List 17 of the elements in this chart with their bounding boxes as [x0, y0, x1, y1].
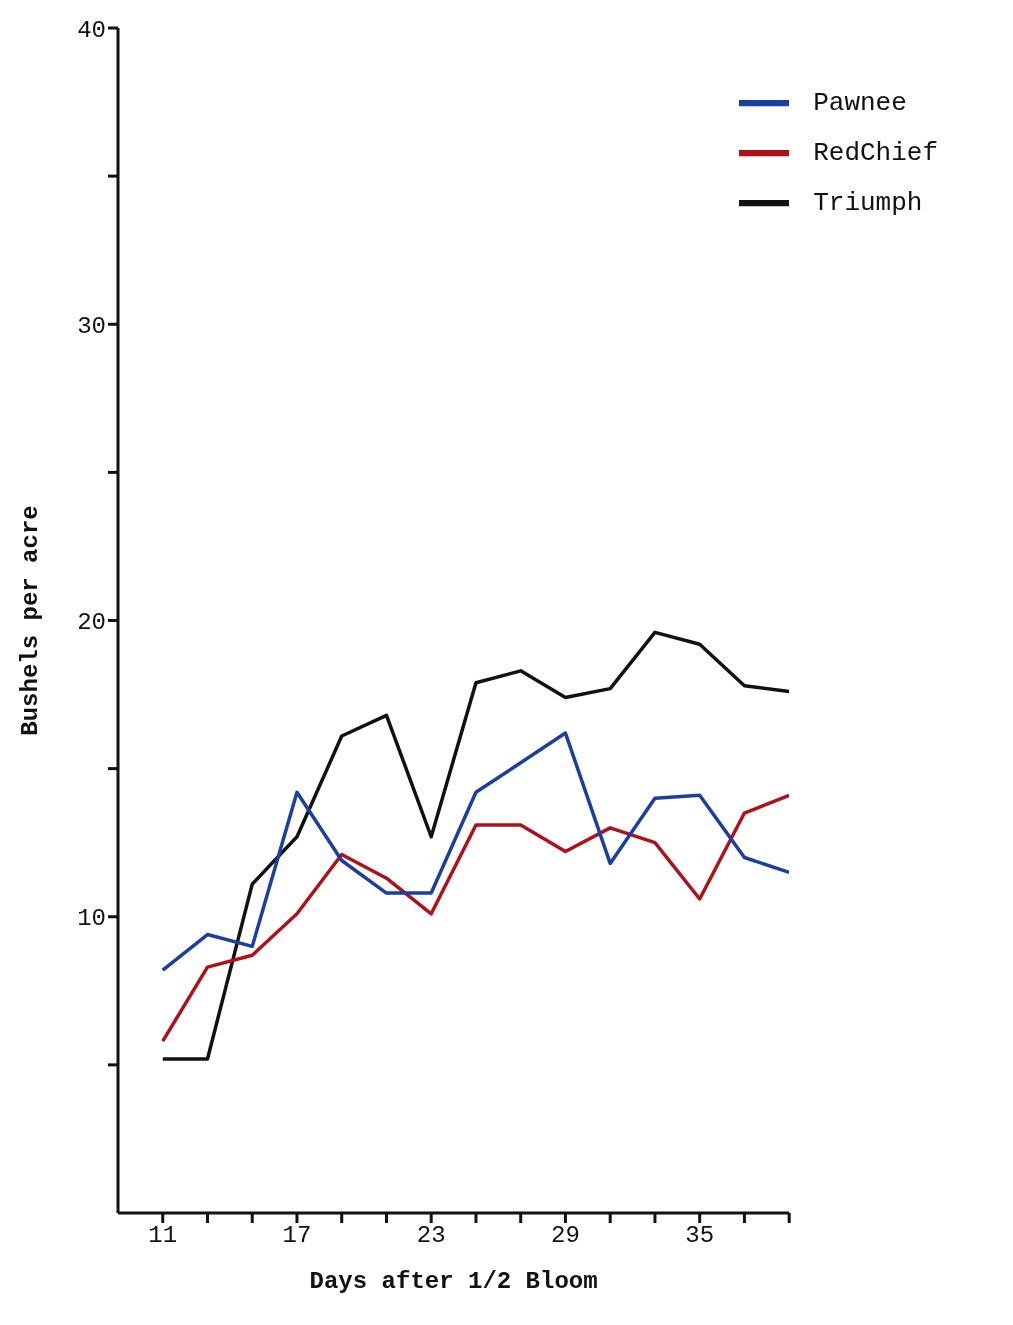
- x-axis-title: Days after 1/2 Bloom: [309, 1268, 598, 1295]
- y-tick-label: 20: [77, 609, 106, 637]
- legend-label: RedChief: [813, 137, 938, 168]
- x-tick-label: 29: [551, 1222, 580, 1250]
- y-axis-title: Bushels per acre: [16, 505, 44, 736]
- x-tick-label: 17: [282, 1222, 312, 1250]
- line-series: [161, 731, 790, 972]
- line-series: [161, 630, 790, 1061]
- x-tick-label: 23: [416, 1222, 446, 1250]
- legend-label: Triumph: [813, 187, 923, 218]
- y-tick-label: 30: [77, 312, 106, 340]
- legend-label: Pawnee: [813, 87, 907, 118]
- x-tick-label: 11: [148, 1222, 178, 1250]
- x-tick-label: 35: [685, 1222, 715, 1250]
- line-series: [161, 793, 790, 1043]
- y-tick-label: 40: [77, 16, 106, 44]
- y-tick-label: 10: [77, 905, 106, 933]
